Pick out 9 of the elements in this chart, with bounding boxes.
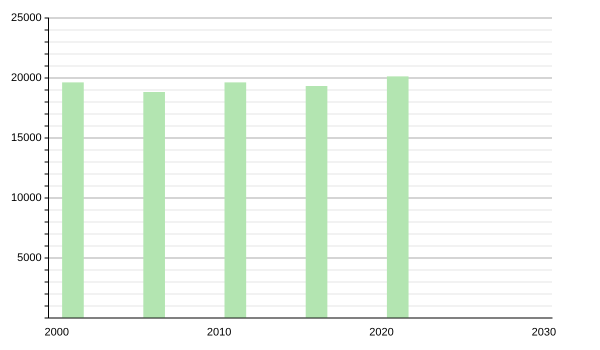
y-tick-label: 15000	[10, 132, 42, 144]
x-tick-label: 2020	[369, 326, 394, 338]
x-tick-label: 2030	[532, 326, 556, 338]
y-tick-label: 20000	[10, 72, 42, 84]
y-tick-label: 10000	[10, 192, 42, 204]
x-tick-label: 2000	[44, 326, 69, 338]
x-tick-label: 2010	[206, 326, 232, 338]
y-tick-label: 5000	[17, 252, 42, 264]
y-tick-label: 25000	[10, 12, 42, 24]
